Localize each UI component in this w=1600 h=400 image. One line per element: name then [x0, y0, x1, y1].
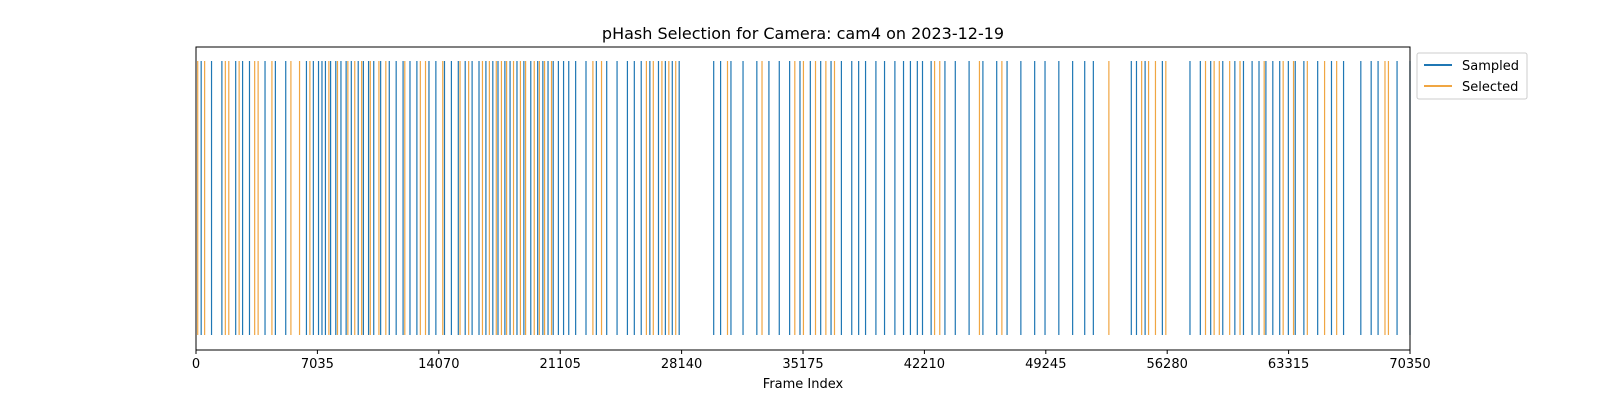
x-tick-label: 70350 — [1389, 357, 1430, 372]
x-axis-label: Frame Index — [763, 377, 844, 392]
chart-title: pHash Selection for Camera: cam4 on 2023… — [602, 24, 1004, 43]
x-tick-label: 28140 — [661, 357, 702, 372]
legend-label-selected: Selected — [1462, 80, 1518, 95]
x-axis-ticks: 0 7035 14070 21105 28140 35175 42210 49245 56280… — [192, 350, 1431, 372]
x-tick-label: 56280 — [1147, 357, 1188, 372]
x-tick-label: 63315 — [1268, 357, 1309, 372]
x-tick-label: 0 — [192, 357, 200, 372]
x-tick-label: 42210 — [904, 357, 945, 372]
event-marks — [197, 61, 1411, 335]
legend: Sampled Selected — [1416, 52, 1528, 100]
x-tick-label: 14070 — [418, 357, 459, 372]
x-tick-label: 35175 — [782, 357, 823, 372]
x-tick-label: 49245 — [1025, 357, 1066, 372]
x-tick-label: 21105 — [540, 357, 581, 372]
legend-label-sampled: Sampled — [1462, 59, 1519, 74]
x-tick-label: 7035 — [301, 357, 334, 372]
